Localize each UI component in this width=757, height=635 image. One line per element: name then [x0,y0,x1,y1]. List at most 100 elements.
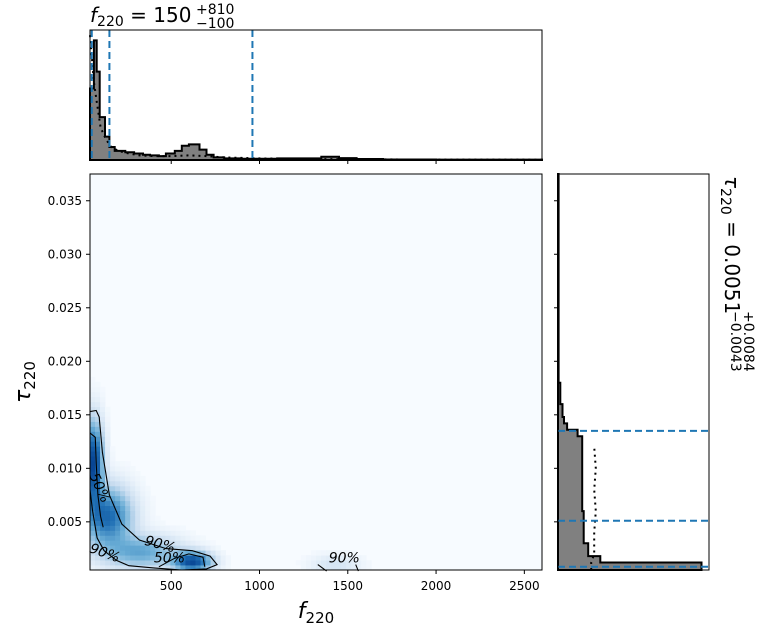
heatmap-cell [115,490,121,497]
heatmap-cell [140,485,146,492]
y-tick-label: 0.030 [48,247,82,261]
heatmap-cell [336,555,342,561]
contour-label: 50% [154,551,185,567]
heatmap-cell [361,555,367,561]
heatmap-cell [175,550,181,556]
heatmap-cell [170,545,176,551]
main-panel-frame [89,173,543,571]
heatmap-cell [165,540,171,546]
heatmap-cell [135,550,141,556]
heatmap-cell [110,475,116,482]
heatmap-cell [145,545,151,551]
heatmap-cell [100,495,106,502]
heatmap-cell [115,500,121,507]
heatmap-cell [125,515,131,521]
heatmap-cell [185,545,191,551]
heatmap-cell [90,555,96,561]
heatmap-cell [135,540,141,546]
heatmap-cell [210,560,216,566]
heatmap-cell [95,525,101,531]
heatmap-cell [90,406,96,412]
heatmap-cell [115,535,121,541]
top-title-superscript: +810 [196,2,234,18]
heatmap-cell [215,550,221,556]
heatmap-cell [125,480,131,487]
heatmap-cell [190,565,196,571]
heatmap-cell [200,560,206,566]
heatmap-cell [115,495,121,502]
heatmap-cell [95,530,101,536]
heatmap-cell [110,456,116,462]
top-prior-line [89,35,543,161]
heatmap-cell [341,550,347,556]
heatmap-cell [215,545,221,551]
heatmap-cell [110,446,116,452]
heatmap-cell [110,451,116,457]
heatmap-cell [135,510,141,516]
heatmap-cell [125,505,131,511]
heatmap-cell [100,456,106,462]
heatmap-cell [130,471,136,477]
heatmap-cell [105,461,111,467]
heatmap-cell [326,560,332,566]
heatmap-cell [120,461,126,467]
y-tick-label: 0.015 [48,408,82,422]
heatmap-cell [351,550,357,556]
heatmap-cell [356,565,362,571]
right-title-subscript: −0.0043 [727,311,743,372]
heatmap-cell [100,406,106,412]
top-panel-frame [89,29,543,161]
heatmap-cell [90,520,96,526]
heatmap-cell [90,436,96,442]
heatmap-cell [90,535,96,541]
heatmap-cell [105,565,111,571]
heatmap-cell [316,555,322,561]
heatmap-cell [160,550,166,556]
heatmap-cell [220,565,226,571]
heatmap-cell [120,555,126,561]
heatmap-cell [125,520,131,526]
heatmap-cell [120,535,126,541]
heatmap-cell [150,515,156,521]
heatmap-cell [95,441,101,447]
heatmap-cell [310,555,317,561]
right-panel-frame [557,173,710,571]
heatmap-cell [100,525,106,531]
heatmap-cell [105,500,111,507]
heatmap-cell [95,381,101,388]
heatmap-cell [316,550,322,556]
heatmap-cell [140,495,146,502]
heatmap-cell [95,475,101,482]
heatmap-cell [110,505,116,511]
heatmap-cell [115,520,121,526]
heatmap-cell [150,495,156,502]
heatmap-cell [120,525,126,531]
heatmap-cell [180,535,186,541]
heatmap-cell [120,530,126,536]
heatmap-cell [90,446,96,452]
heatmap-cell [90,451,96,457]
heatmap-cell [140,560,146,566]
heatmap-cell [110,560,116,566]
heatmap-background [90,174,542,570]
heatmap-cell [115,565,121,571]
heatmap-cell [90,485,96,492]
y-tick-label: 0.010 [48,461,82,475]
heatmap-cell [100,431,106,437]
heatmap-cell [110,515,116,521]
heatmap-cell [120,550,126,556]
heatmap-cell [155,555,161,561]
heatmap-cell [90,381,96,388]
contour-label: 90% [329,551,360,567]
heatmap-cell [140,520,146,526]
heatmap-cell [125,565,131,571]
heatmap-cell [115,505,121,511]
top-title: f220 = 150 [90,3,191,30]
heatmap-cell [95,545,101,551]
heatmap-cell [105,456,111,462]
heatmap-cell [115,471,121,477]
heatmap-cell [140,490,146,497]
x-tick-label: 2500 [509,579,540,593]
heatmap-cell [105,490,111,497]
heatmap-cell [160,520,166,526]
